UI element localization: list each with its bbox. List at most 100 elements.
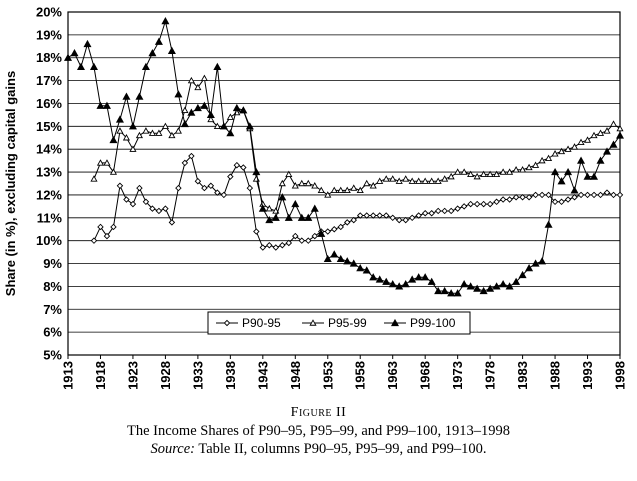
data-point <box>291 199 300 208</box>
data-point <box>285 170 293 178</box>
data-point <box>214 189 221 196</box>
data-point <box>103 232 111 240</box>
data-point <box>298 179 306 187</box>
data-point <box>259 244 267 251</box>
x-tick-label: 1948 <box>288 361 303 390</box>
data-point <box>252 167 261 176</box>
data-point <box>245 122 254 130</box>
data-point <box>577 191 585 199</box>
source-text: Table II, columns P90–95, P95–99, and P9… <box>198 441 487 457</box>
data-point <box>298 237 306 244</box>
data-point <box>188 152 195 160</box>
data-point <box>122 92 131 100</box>
data-point <box>272 244 280 251</box>
data-point <box>369 182 377 189</box>
data-point <box>402 175 410 182</box>
data-point <box>506 168 514 175</box>
data-point <box>545 191 552 199</box>
data-point <box>467 170 475 178</box>
data-point <box>96 159 105 166</box>
data-point <box>310 204 319 212</box>
data-point <box>415 177 423 184</box>
data-point <box>331 225 338 233</box>
data-point <box>356 186 364 194</box>
data-point <box>544 154 553 162</box>
data-point <box>583 172 592 180</box>
gridlines <box>68 11 620 356</box>
data-point <box>219 122 228 130</box>
data-point <box>525 163 533 171</box>
data-point <box>323 254 332 263</box>
data-point <box>271 213 280 221</box>
data-point <box>76 62 85 70</box>
data-point <box>304 179 312 187</box>
data-point <box>149 205 156 212</box>
data-point <box>142 198 150 206</box>
data-point <box>597 191 604 199</box>
data-point <box>570 143 579 150</box>
data-point <box>200 74 208 82</box>
data-point <box>278 193 287 201</box>
data-point <box>434 207 442 215</box>
series-lines <box>63 17 625 297</box>
data-point <box>402 216 409 224</box>
y-tick-label: 13% <box>36 165 62 180</box>
data-point <box>603 189 611 196</box>
x-tick-label: 1933 <box>190 361 205 390</box>
data-point <box>350 184 358 191</box>
data-point <box>499 279 508 288</box>
data-point <box>427 277 436 285</box>
data-point <box>148 129 156 136</box>
data-point <box>309 319 317 326</box>
series-p99-100 <box>63 17 625 297</box>
data-point <box>395 177 403 184</box>
y-tick-label: 18% <box>36 50 62 65</box>
x-tick-label: 1913 <box>61 361 76 390</box>
data-point <box>213 62 222 70</box>
data-point <box>577 156 586 164</box>
x-tick-label: 1993 <box>580 361 595 390</box>
data-point <box>480 200 487 208</box>
y-tick-label: 6% <box>43 325 62 340</box>
data-point <box>564 196 572 203</box>
data-point <box>363 179 371 187</box>
data-point <box>343 257 352 265</box>
data-point <box>155 129 163 136</box>
data-point <box>168 131 176 139</box>
legend-item: P90-95 <box>216 316 281 330</box>
data-point <box>154 37 163 45</box>
y-tick-label: 15% <box>36 119 62 134</box>
data-point <box>434 177 442 184</box>
series-line <box>93 155 620 249</box>
data-point <box>473 172 481 180</box>
data-point <box>583 136 592 143</box>
data-point <box>596 156 605 164</box>
data-point <box>324 191 332 198</box>
data-point <box>375 275 384 283</box>
data-point <box>473 284 482 292</box>
x-tick-label: 1963 <box>385 361 400 390</box>
data-point <box>609 120 618 127</box>
data-point <box>265 215 274 224</box>
data-point <box>395 216 403 224</box>
data-point <box>518 270 527 279</box>
data-point <box>428 209 435 217</box>
x-tick-label: 1943 <box>255 361 270 390</box>
data-point <box>122 134 131 141</box>
data-point <box>141 62 150 70</box>
x-tick-label: 1998 <box>613 361 628 390</box>
data-point <box>116 182 124 190</box>
data-point <box>473 200 481 208</box>
data-point <box>382 277 391 285</box>
data-point <box>603 127 611 134</box>
data-point <box>356 212 364 219</box>
data-point <box>142 127 150 134</box>
data-point <box>292 232 299 240</box>
data-point <box>343 186 351 194</box>
data-point <box>467 200 474 208</box>
data-point <box>90 237 98 244</box>
data-point <box>324 228 332 235</box>
data-point <box>453 289 462 297</box>
data-point <box>590 191 598 199</box>
y-tick-label: 17% <box>36 73 62 88</box>
